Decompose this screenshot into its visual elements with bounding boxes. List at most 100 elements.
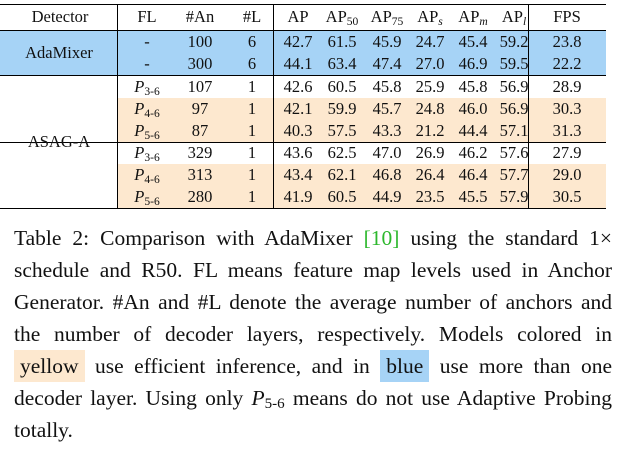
table-cell: 45.8 (458, 77, 488, 96)
cell-text: #An (185, 7, 215, 26)
citation: [10] (363, 226, 400, 250)
table-cell: 43.6 (283, 143, 313, 162)
table-cell: P3-6 (102, 142, 192, 164)
group-background (0, 31, 606, 75)
cell-text: Detector (31, 7, 89, 26)
header-cell: APm (428, 6, 518, 28)
cell-sub: s (438, 16, 443, 28)
caption-text: use efficient inference, and in (84, 354, 381, 378)
table-cell: 23.5 (415, 187, 445, 206)
table-cell: 329 (187, 143, 213, 162)
table-cell: 43.4 (283, 165, 313, 184)
table-cell: 26.4 (415, 165, 445, 184)
header-cell: FPS (522, 6, 612, 28)
table-cell: 61.5 (327, 32, 357, 51)
column-rule (117, 4, 118, 208)
cell-sub: 75 (391, 16, 404, 28)
rule (0, 208, 606, 209)
table-cell: 300 (187, 54, 213, 73)
cell-text: AP (458, 7, 480, 26)
table-cell: 1 (247, 121, 257, 140)
table-cell: 44.4 (458, 121, 488, 140)
cell-sub: 5-6 (144, 130, 160, 142)
table-cell: 30.3 (552, 99, 582, 118)
cell-sub: 4-6 (144, 108, 160, 120)
column-rule (273, 4, 274, 208)
header-cell: AP75 (342, 6, 432, 28)
table-cell: 60.5 (327, 187, 357, 206)
table-cell: 28.9 (552, 77, 582, 96)
table-cell: 45.5 (458, 187, 488, 206)
cell-text: AP (287, 7, 309, 26)
cell-sub: 50 (346, 16, 359, 28)
table-cell: 100 (187, 32, 213, 51)
caption: Table 2: Comparison with AdaMixer [10] u… (14, 222, 612, 446)
table-cell: 44.1 (283, 54, 313, 73)
header-cell: #L (207, 6, 297, 28)
row-background (118, 98, 606, 120)
table-cell: 24.8 (415, 99, 445, 118)
table-cell: 97 (191, 99, 209, 118)
table-cell: P4-6 (102, 164, 192, 186)
table-cell: 6 (247, 54, 257, 73)
caption-text: use more than one decoder layer. Using o… (14, 354, 612, 410)
table-cell: 30.5 (552, 187, 582, 206)
table-cell: 42.7 (283, 32, 313, 51)
detector-label: AdaMixer (25, 43, 93, 62)
table-cell: 21.2 (415, 121, 445, 140)
table-cell: 1 (247, 187, 257, 206)
header-cell: Detector (15, 6, 105, 28)
table-cell: 62.5 (327, 143, 357, 162)
table-cell: 42.1 (283, 99, 313, 118)
cell-text: P (134, 187, 145, 206)
table-cell: 46.2 (458, 143, 488, 162)
cell-text: P (134, 99, 145, 118)
cell-text: AP (370, 7, 392, 26)
table-cell: 22.2 (552, 54, 582, 73)
cell-text: #L (242, 7, 262, 26)
table-cell: 63.4 (327, 54, 357, 73)
table-cell: 42.6 (283, 77, 313, 96)
math-sub: 5-6 (264, 396, 285, 412)
highlight-blue: blue (380, 350, 430, 382)
table-cell: - (144, 32, 150, 51)
table-cell: 46.9 (458, 54, 488, 73)
table-cell: 47.0 (372, 143, 402, 162)
caption-text: means do not use Adaptive Probing totall… (14, 386, 612, 442)
table-cell: 29.0 (552, 165, 582, 184)
cell-text: P (134, 121, 145, 140)
table-cell: 27.0 (415, 54, 445, 73)
table-cell: 46.4 (458, 165, 488, 184)
cell-text: AP (417, 7, 439, 26)
cell-sub: l (522, 16, 527, 28)
table-cell: 57.9 (499, 187, 529, 206)
table-cell: 57.1 (499, 121, 529, 140)
cell-text: P (134, 77, 145, 96)
header-cell: APs (385, 6, 475, 28)
table-cell: 44.9 (372, 187, 402, 206)
table-cell: 57.6 (499, 143, 529, 162)
header-cell: #An (155, 6, 245, 28)
table-cell: 40.3 (283, 121, 313, 140)
detector-label: ASAG-A (27, 132, 91, 151)
cell-text: AP (325, 7, 347, 26)
row-background (118, 186, 606, 208)
table-cell: 25.9 (415, 77, 445, 96)
table-cell: 45.4 (458, 32, 488, 51)
table-cell: 23.8 (552, 32, 582, 51)
header-cell: AP50 (297, 6, 387, 28)
table-cell: 31.3 (552, 121, 582, 140)
highlight-yellow: yellow (14, 350, 85, 382)
cell-sub: m (479, 16, 488, 28)
table-cell: P3-6 (102, 76, 192, 98)
table-cell: P5-6 (102, 186, 192, 208)
table-cell: 280 (187, 187, 213, 206)
table-cell: 56.9 (499, 99, 529, 118)
cell-text: P (134, 143, 145, 162)
header-cell: APl (469, 6, 559, 28)
table-cell: 46.8 (372, 165, 402, 184)
table-cell: 57.5 (327, 121, 357, 140)
table-cell: 62.1 (327, 165, 357, 184)
cell-text: P (134, 165, 145, 184)
table-cell: 59.5 (499, 54, 529, 73)
